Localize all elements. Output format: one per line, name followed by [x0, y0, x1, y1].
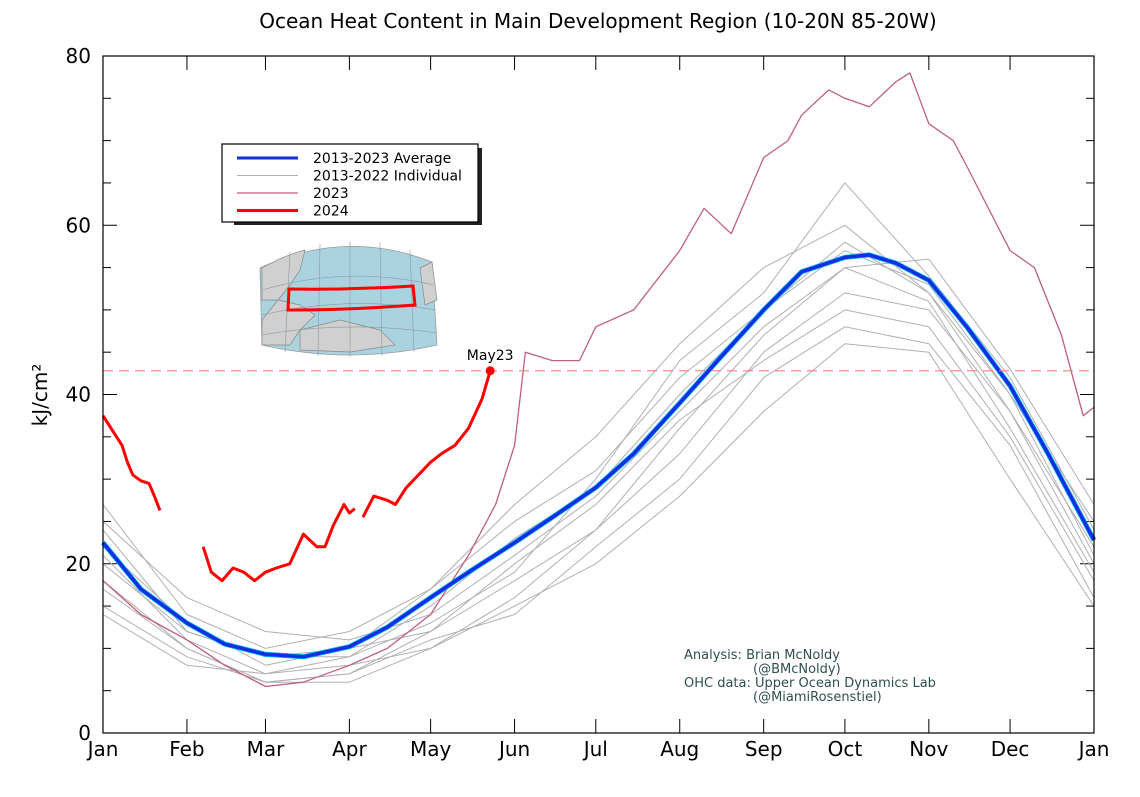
axis-ticks: 0 20 40 60 80 Jan Feb Mar Apr May Jun Jul Aug Sep Oct N… [66, 44, 1110, 761]
x-tick-label: Jun [497, 737, 530, 761]
legend-label: 2024 [313, 204, 349, 220]
region-map [259, 241, 438, 357]
series-line-2013-2022-individual [102, 224, 1095, 666]
series-line-2013-2023-average [101, 253, 1096, 659]
series-line-2013-2022-individual [102, 309, 1095, 683]
y-tick-label: 0 [78, 721, 91, 745]
series-line-2013-2022-individual [102, 326, 1095, 683]
series-line-2024 [361, 370, 492, 518]
credit-data: OHC data: Upper Ocean Dynamics Lab [684, 676, 936, 691]
x-tick-label: Jan [86, 737, 119, 761]
series-line-2013-2022-individual [102, 182, 1095, 658]
series-line-2024 [201, 503, 356, 583]
y-tick-label: 40 [66, 383, 91, 407]
latest-point-label: May23 [467, 348, 514, 364]
legend-label: 2013-2022 Individual [313, 169, 462, 185]
legend-label: 2013-2023 Average [313, 151, 451, 167]
plot-frame [102, 55, 1095, 734]
x-tick-label: Aug [660, 737, 699, 761]
credits: Analysis: Brian McNoldy (@BMcNoldy) OHC … [684, 648, 936, 705]
x-tick-label: Dec [991, 737, 1030, 761]
chart-title: Ocean Heat Content in Main Development R… [259, 9, 936, 33]
series-lines [101, 72, 1097, 688]
x-tick-label: Feb [169, 737, 204, 761]
x-tick-label: Jul [582, 737, 608, 761]
latest-point-marker [485, 366, 495, 376]
y-tick-label: 60 [66, 213, 91, 237]
y-axis-label: kJ/cm² [28, 364, 52, 427]
x-tick-label: Nov [909, 737, 948, 761]
legend-label: 2023 [313, 186, 349, 202]
y-tick-label: 20 [66, 552, 91, 576]
x-tick-label: Oct [828, 737, 863, 761]
x-tick-label: Jan [1077, 737, 1110, 761]
credit-analysis-handle: (@BMcNoldy) [753, 662, 841, 677]
y-tick-label: 80 [66, 44, 91, 68]
x-tick-label: Sep [745, 737, 783, 761]
series-line-2013-2022-individual [102, 343, 1095, 675]
x-tick-label: May [410, 737, 452, 761]
series-line-2013-2022-individual [102, 258, 1095, 641]
credit-analysis: Analysis: Brian McNoldy [684, 648, 840, 663]
x-tick-label: Mar [247, 737, 286, 761]
series-line-2024 [101, 414, 162, 511]
credit-data-handle: (@MiamiRosenstiel) [753, 690, 882, 705]
average-line-halo [101, 252, 1097, 660]
region-box [286, 284, 417, 312]
series-line-2023 [102, 72, 1095, 688]
x-tick-label: Apr [332, 737, 367, 761]
